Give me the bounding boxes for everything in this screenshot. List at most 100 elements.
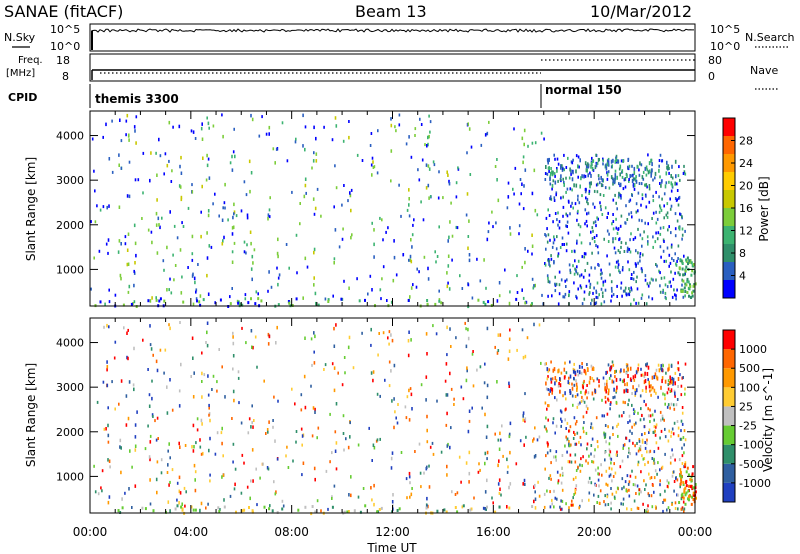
range-gate-cell: [432, 452, 435, 456]
range-gate-cell: [639, 259, 641, 263]
range-gate-cell: [553, 235, 555, 239]
range-gate-cell: [348, 335, 351, 340]
range-gate-cell: [295, 137, 297, 141]
range-gate-cell: [566, 220, 569, 224]
range-gate-cell: [691, 294, 694, 298]
range-gate-cell: [657, 395, 659, 399]
range-gate-cell: [648, 450, 651, 454]
range-gate-cell: [584, 252, 587, 256]
range-gate-cell: [555, 424, 558, 428]
range-gate-cell: [372, 370, 375, 374]
range-gate-cell: [666, 285, 669, 289]
range-gate-cell: [174, 264, 177, 267]
range-gate-cell: [244, 297, 247, 301]
range-gate-cell: [645, 390, 647, 393]
range-gate-cell: [661, 465, 664, 469]
range-gate-cell: [640, 407, 642, 411]
range-gate-cell: [105, 427, 107, 431]
range-gate-cell: [610, 461, 612, 465]
range-gate-cell: [288, 301, 291, 305]
range-gate-cell: [390, 456, 393, 461]
range-gate-cell: [438, 289, 440, 293]
range-gate-cell: [684, 282, 687, 286]
range-gate-cell: [583, 368, 586, 373]
range-gate-cell: [635, 301, 637, 305]
range-gate-cell: [125, 119, 128, 123]
range-gate-cell: [106, 205, 108, 210]
range-gate-cell: [364, 504, 367, 508]
range-gate-cell: [466, 192, 469, 196]
range-gate-cell: [532, 286, 535, 290]
range-gate-cell: [288, 266, 290, 270]
range-gate-cell: [121, 497, 123, 501]
range-gate-cell: [331, 497, 333, 500]
range-gate-cell: [668, 366, 670, 371]
range-gate-cell: [158, 299, 161, 303]
range-gate-cell: [587, 480, 590, 484]
range-gate-cell: [411, 407, 413, 411]
range-gate-cell: [664, 435, 667, 439]
range-gate-cell: [649, 414, 652, 418]
range-gate-cell: [449, 327, 451, 331]
range-gate-cell: [485, 507, 487, 511]
range-gate-cell: [246, 213, 249, 217]
range-gate-cell: [381, 218, 383, 222]
range-gate-cell: [575, 469, 578, 472]
range-gate-cell: [371, 173, 373, 177]
range-gate-cell: [313, 151, 315, 155]
range-gate-cell: [619, 164, 622, 169]
range-gate-cell: [342, 227, 344, 231]
range-gate-cell: [508, 349, 511, 353]
range-gate-cell: [99, 208, 102, 212]
range-gate-cell: [245, 341, 247, 345]
range-gate-cell: [440, 301, 443, 305]
range-gate-cell: [562, 295, 564, 299]
range-gate-cell: [626, 474, 629, 478]
range-gate-cell: [680, 213, 682, 217]
range-gate-cell: [604, 206, 607, 210]
range-gate-cell: [641, 414, 643, 417]
range-gate-cell: [251, 254, 254, 259]
range-gate-cell: [427, 142, 429, 147]
range-gate-cell: [414, 450, 416, 453]
range-gate-cell: [680, 259, 683, 263]
range-gate-cell: [574, 488, 576, 492]
range-gate-cell: [606, 382, 608, 386]
range-gate-cell: [234, 154, 236, 159]
range-gate-cell: [160, 471, 163, 475]
range-gate-cell: [547, 233, 550, 237]
range-gate-cell: [627, 455, 629, 459]
range-gate-cell: [553, 489, 555, 493]
range-gate-cell: [141, 217, 143, 220]
range-gate-cell: [468, 450, 471, 455]
range-gate-cell: [586, 261, 589, 265]
range-gate-cell: [496, 178, 498, 182]
range-gate-cell: [151, 296, 153, 300]
range-gate-cell: [607, 425, 609, 429]
range-gate-cell: [630, 211, 633, 215]
colorbar-segment: [723, 136, 735, 154]
range-gate-cell: [554, 275, 556, 279]
range-gate-cell: [688, 294, 690, 298]
range-gate-cell: [671, 183, 674, 188]
range-gate-cell: [641, 433, 643, 437]
range-gate-cell: [541, 293, 543, 297]
range-gate-cell: [650, 494, 653, 498]
range-gate-cell: [656, 217, 659, 221]
range-gate-cell: [205, 341, 207, 344]
range-gate-cell: [216, 431, 219, 435]
range-gate-cell: [232, 442, 235, 446]
range-gate-cell: [212, 202, 214, 206]
range-gate-cell: [654, 240, 657, 244]
range-gate-cell: [628, 268, 631, 272]
range-gate-cell: [590, 425, 592, 429]
range-gate-cell: [522, 355, 525, 360]
range-gate-cell: [125, 423, 128, 427]
range-gate-cell: [638, 438, 641, 442]
range-gate-cell: [419, 471, 422, 475]
range-gate-cell: [653, 450, 656, 454]
range-gate-cell: [201, 137, 204, 141]
range-gate-cell: [521, 265, 523, 269]
range-gate-cell: [545, 427, 547, 431]
